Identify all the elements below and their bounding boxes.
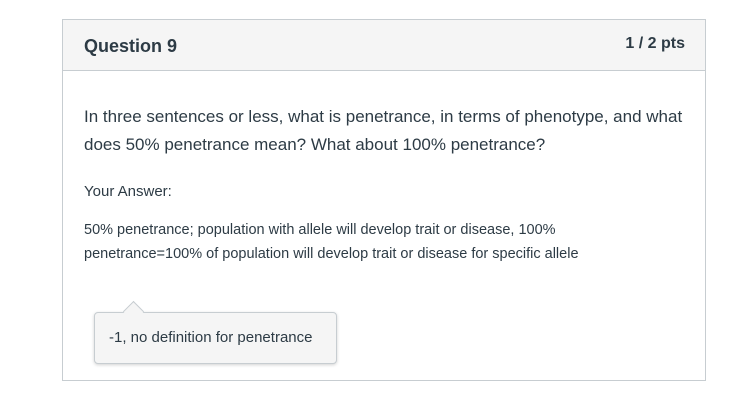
grader-comment: -1, no definition for penetrance <box>94 300 337 364</box>
question-header: Question 9 1 / 2 pts <box>63 20 705 71</box>
answer-text: 50% penetrance; population with allele w… <box>84 222 579 262</box>
question-prompt: In three sentences or less, what is pene… <box>84 107 683 154</box>
answer-label: Your Answer: <box>84 183 172 200</box>
grader-comment-text: -1, no definition for penetrance <box>109 329 313 346</box>
question-title: Question 9 <box>84 36 178 56</box>
question-card: Question 9 1 / 2 pts In three sentences … <box>62 19 706 381</box>
comment-pointer-arrow <box>122 300 145 323</box>
question-points: 1 / 2 pts <box>625 35 685 52</box>
